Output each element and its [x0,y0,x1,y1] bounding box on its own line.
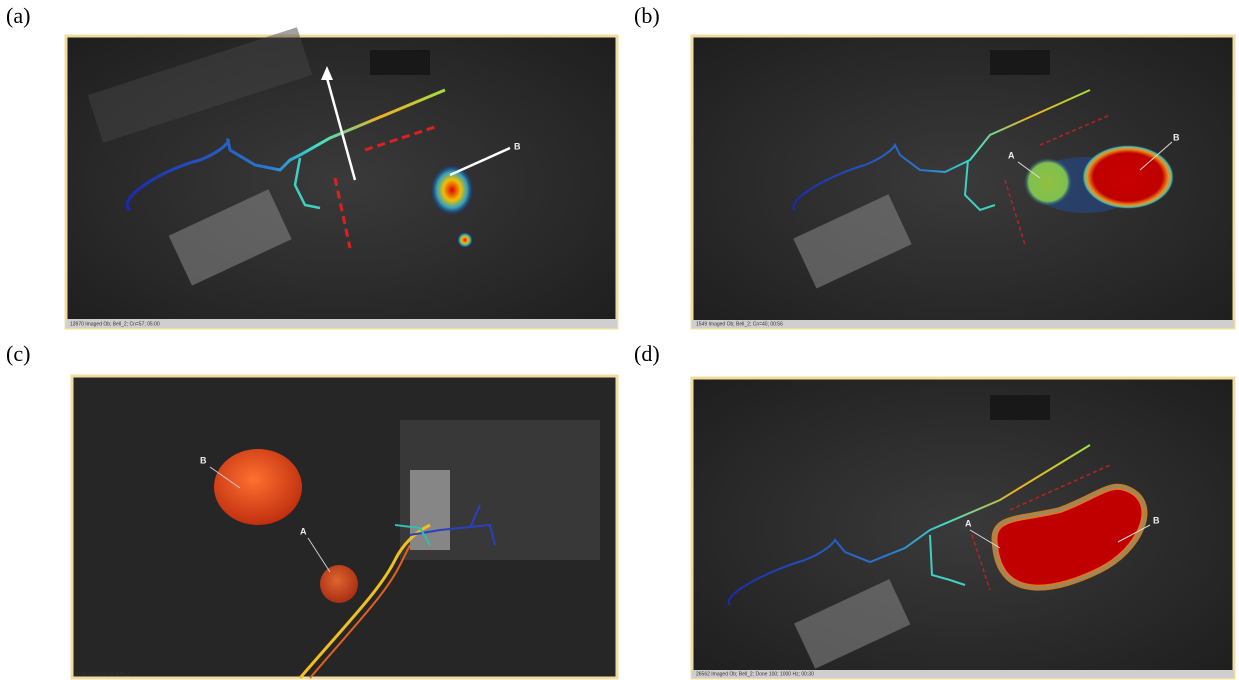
annotation: B [1173,132,1180,142]
panel-label: (b) [634,3,660,28]
panel-a: B 13970 Imaged Ob; Bell_2; Cn=57; 05:00 [66,27,617,328]
status-text: 1549 Imaged Ob; Bell_2; Cn=40; 00:56 [696,321,783,327]
panel-d: A B 26562 Imaged Ob; Bell_2; Done 100; 1… [692,378,1234,678]
annotation: A [1008,150,1015,160]
annotation: A [965,518,972,528]
panel-c: B A 1549 Imaged Ob; Bell_2 [72,376,617,678]
status-text: 26562 Imaged Ob; Bell_2; Done 100; 1000 … [696,671,814,677]
status-text: 1549 Imaged Ob; Bell_2 [76,671,130,677]
annotation: B [200,455,207,465]
panel-label: (a) [6,3,30,28]
annotation: B [514,141,521,151]
status-text: 13970 Imaged Ob; Bell_2; Cn=57; 05:00 [70,321,160,327]
annotation: B [1153,515,1160,525]
panel-label: (c) [6,341,30,366]
figure: (a) (b) (c) (d) B 13970 Imaged Ob; Bell_… [0,0,1239,680]
panel-b: A B 1549 Imaged Ob; Bell_2; Cn=40; 00:56 [692,36,1234,328]
annotation: A [300,526,307,536]
panel-label: (d) [634,341,660,366]
